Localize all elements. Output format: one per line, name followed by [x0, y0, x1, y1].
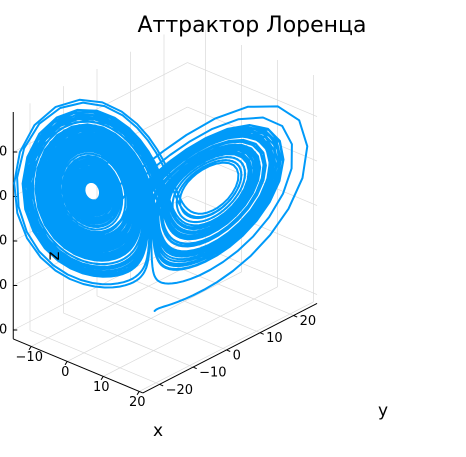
z-tick-label: 30 [0, 189, 7, 204]
x-tick-mark [100, 376, 104, 381]
x-tick-label: 20 [129, 395, 146, 410]
trajectory-series [13, 98, 309, 312]
z-tick-label: 40 [0, 145, 7, 160]
x-tick-mark [64, 361, 68, 366]
x-tick-label: −10 [16, 350, 43, 365]
z-axis-label: z [44, 251, 64, 260]
y-tick-mark [259, 332, 264, 335]
x-tick-mark [28, 346, 32, 351]
x-tick-mark [136, 391, 140, 396]
grid-line-y-floor [163, 261, 294, 316]
grid-line-x-floor [103, 286, 278, 377]
x-tick-label: 0 [61, 365, 69, 380]
tick-labels: −10 0 10 20 −20 −10 0 10 20 0 10 20 30 40 [0, 145, 316, 410]
grid-line-z-back [187, 62, 318, 117]
chart-title: Аттрактор Лоренца [138, 13, 367, 38]
z-tick-label: 10 [0, 278, 7, 293]
grid-line-y-floor [130, 278, 261, 334]
x-axis-label: x [153, 421, 163, 441]
y-tick-mark [159, 383, 164, 387]
y-tick-mark [226, 349, 231, 352]
y-axis-label: y [378, 401, 388, 421]
grid-line-y-floor [29, 329, 160, 385]
grid-line-y-floor [96, 295, 227, 351]
grid-line-x-floor [67, 271, 242, 362]
trajectory-line [13, 98, 309, 312]
y-tick-label: 0 [233, 348, 241, 363]
x-tick-label: 10 [93, 380, 110, 395]
grid-line-x-floor [31, 256, 206, 347]
y-tick-label: 20 [300, 314, 317, 329]
y-tick-mark [192, 366, 197, 370]
z-tick-label: 0 [0, 323, 7, 338]
y-tick-label: −20 [166, 383, 193, 398]
y-tick-mark [293, 315, 298, 318]
x-axis-line [13, 338, 144, 394]
y-tick-label: −10 [199, 366, 226, 381]
axes [12, 111, 318, 396]
y-axis-line [142, 303, 318, 394]
z-tick-label: 20 [0, 234, 7, 249]
grid-line-x-floor [139, 301, 314, 392]
grid-line-y-floor [63, 312, 194, 368]
y-tick-label: 10 [266, 331, 283, 346]
